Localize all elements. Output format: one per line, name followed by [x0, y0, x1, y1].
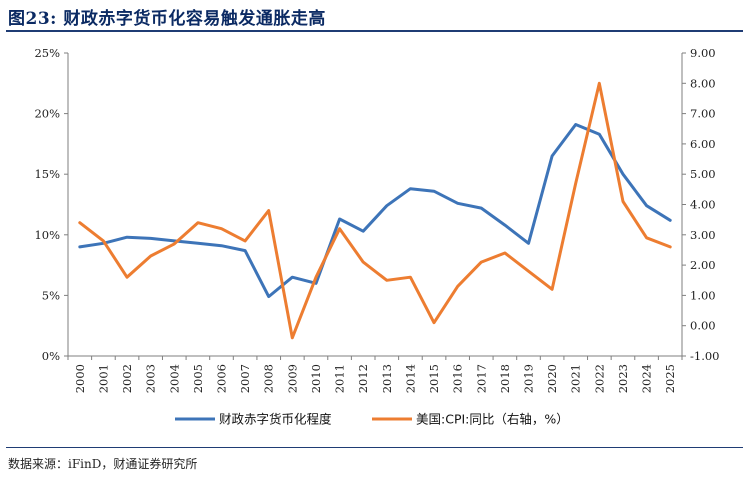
left-tick-label: 15%	[34, 167, 60, 181]
right-tick-label: 1.00	[690, 288, 716, 302]
x-tick-label: 2003	[144, 364, 158, 393]
x-tick-label: 2009	[285, 364, 299, 393]
source-note: 数据来源：iFinD，财通证券研究所	[8, 457, 198, 471]
right-tick-label: 0.00	[690, 319, 716, 333]
x-tick-label: 2012	[356, 364, 370, 393]
x-tick-labels: 2000 2001 2002 2003 2004 2005 2006 2007 2008 2009…	[73, 364, 677, 393]
right-tick-label: 5.00	[690, 167, 716, 181]
x-tick-label: 2004	[167, 364, 181, 393]
right-tick-label: 4.00	[690, 198, 716, 212]
series-line-2	[78, 81, 672, 340]
left-tick-label: 10%	[34, 228, 60, 242]
right-tick-label: 7.00	[690, 107, 716, 121]
x-tick-label: 2017	[474, 364, 488, 393]
chart-area: 2000 2001 2002 2003 2004 2005 2006 2007 2008 2009…	[34, 46, 720, 427]
legend: 财政赤字货币化程度 美国:CPI:同比（右轴，%）	[175, 412, 569, 427]
x-tick-label: 2011	[333, 364, 347, 393]
x-tick-label: 2016	[451, 364, 465, 393]
left-tick-label: 20%	[34, 107, 60, 121]
left-tick-labels: 0% 5% 10% 15% 20% 25%	[34, 46, 60, 363]
left-tick-label: 25%	[34, 46, 60, 60]
x-tick-label: 2023	[616, 364, 630, 393]
axes-group	[64, 52, 686, 360]
right-tick-label: 2.00	[690, 258, 716, 272]
chart-title: 图23: 财政赤字货币化容易触发通胀走高	[8, 9, 326, 29]
x-tick-label: 2025	[663, 364, 677, 393]
legend-label-2: 美国:CPI:同比（右轴，%）	[416, 412, 569, 427]
x-tick-label: 2010	[309, 364, 323, 393]
right-tick-label: -1.00	[690, 349, 720, 363]
x-tick-label: 2024	[640, 364, 654, 393]
x-tick-label: 2020	[545, 364, 559, 393]
left-tick-label: 5%	[42, 288, 60, 302]
x-tick-label: 2018	[498, 364, 512, 393]
right-tick-label: 6.00	[690, 137, 716, 151]
left-tick-label: 0%	[42, 349, 60, 363]
right-tick-label: 8.00	[690, 76, 716, 90]
x-tick-label: 2022	[592, 364, 606, 393]
footer-divider	[6, 447, 743, 448]
right-tick-label: 3.00	[690, 228, 716, 242]
x-tick-label: 2021	[569, 364, 583, 393]
x-tick-label: 2000	[73, 364, 87, 393]
x-tick-label: 2001	[96, 364, 110, 393]
x-tick-label: 2015	[427, 364, 441, 393]
x-tick-label: 2006	[215, 364, 229, 393]
x-tick-label: 2013	[380, 364, 394, 393]
x-tick-label: 2007	[238, 364, 252, 393]
title-divider	[6, 30, 743, 32]
x-tick-label: 2005	[191, 364, 205, 393]
x-tick-label: 2002	[120, 364, 134, 393]
legend-label-1: 财政赤字货币化程度	[219, 412, 332, 427]
series-lines	[78, 81, 672, 340]
x-tick-label: 2014	[403, 364, 417, 393]
right-tick-labels: -1.00 0.00 1.00 2.00 3.00 4.00 5.00 6.00 7.00 8.0…	[690, 46, 720, 363]
right-tick-label: 9.00	[690, 46, 716, 60]
x-tick-label: 2019	[522, 364, 536, 393]
x-tick-label: 2008	[262, 364, 276, 393]
